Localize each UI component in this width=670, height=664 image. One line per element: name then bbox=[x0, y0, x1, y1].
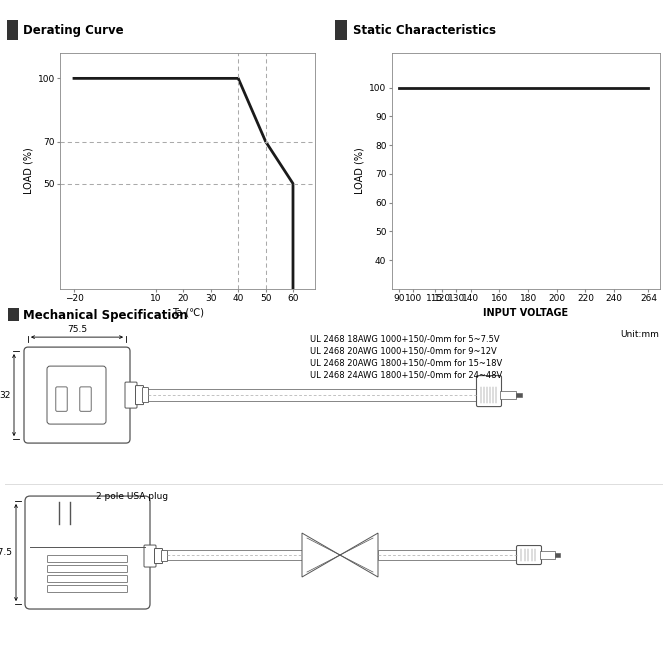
FancyBboxPatch shape bbox=[48, 556, 127, 562]
Bar bbox=[148, 389, 478, 401]
FancyBboxPatch shape bbox=[161, 550, 168, 562]
FancyBboxPatch shape bbox=[56, 387, 67, 411]
Bar bbox=[500, 391, 516, 399]
Text: 2 pole USA plug: 2 pole USA plug bbox=[96, 491, 168, 501]
FancyBboxPatch shape bbox=[80, 387, 91, 411]
Text: Derating Curve: Derating Curve bbox=[23, 24, 124, 37]
FancyBboxPatch shape bbox=[143, 388, 149, 402]
FancyBboxPatch shape bbox=[24, 347, 130, 443]
Text: UL 2468 24AWG 1800+150/-0mm for 24~48V: UL 2468 24AWG 1800+150/-0mm for 24~48V bbox=[310, 371, 502, 380]
Text: 32: 32 bbox=[0, 390, 11, 400]
FancyBboxPatch shape bbox=[125, 382, 137, 408]
FancyBboxPatch shape bbox=[144, 545, 156, 567]
Polygon shape bbox=[340, 533, 378, 577]
Text: Unit:mm: Unit:mm bbox=[620, 329, 659, 339]
Bar bbox=[555, 553, 560, 557]
Text: Mechanical Specification: Mechanical Specification bbox=[23, 309, 188, 321]
FancyBboxPatch shape bbox=[135, 386, 143, 404]
Text: UL 2468 18AWG 1000+150/-0mm for 5~7.5V: UL 2468 18AWG 1000+150/-0mm for 5~7.5V bbox=[310, 335, 500, 343]
FancyBboxPatch shape bbox=[155, 548, 163, 564]
Bar bbox=[167, 550, 302, 560]
Text: Static Characteristics: Static Characteristics bbox=[353, 24, 496, 37]
Bar bbox=[378, 550, 518, 560]
Text: UL 2468 20AWG 1000+150/-0mm for 9~12V: UL 2468 20AWG 1000+150/-0mm for 9~12V bbox=[310, 347, 496, 356]
Bar bbox=[7, 20, 18, 41]
Text: 75.5: 75.5 bbox=[67, 325, 87, 334]
Polygon shape bbox=[302, 533, 340, 577]
Text: UL 2468 20AWG 1800+150/-0mm for 15~18V: UL 2468 20AWG 1800+150/-0mm for 15~18V bbox=[310, 359, 502, 368]
Bar bbox=[8, 308, 19, 321]
FancyBboxPatch shape bbox=[47, 366, 106, 424]
X-axis label: INPUT VOLTAGE: INPUT VOLTAGE bbox=[483, 307, 569, 317]
FancyBboxPatch shape bbox=[517, 546, 541, 564]
Y-axis label: LOAD (%): LOAD (%) bbox=[355, 147, 365, 195]
Bar bbox=[540, 551, 555, 559]
FancyBboxPatch shape bbox=[25, 496, 150, 609]
Bar bbox=[335, 20, 348, 41]
FancyBboxPatch shape bbox=[48, 576, 127, 582]
Bar bbox=[516, 393, 522, 397]
FancyBboxPatch shape bbox=[48, 566, 127, 572]
X-axis label: Ta (℃): Ta (℃) bbox=[172, 307, 204, 317]
FancyBboxPatch shape bbox=[48, 586, 127, 592]
Y-axis label: LOAD (%): LOAD (%) bbox=[23, 147, 34, 195]
Text: 47.5: 47.5 bbox=[0, 548, 13, 557]
FancyBboxPatch shape bbox=[476, 376, 502, 406]
